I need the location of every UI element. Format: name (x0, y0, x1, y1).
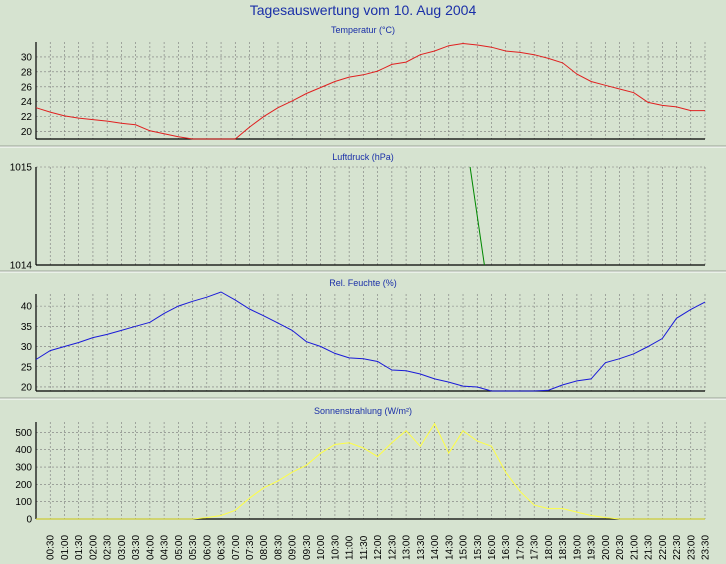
x-tick-label: 03:00 (117, 535, 128, 560)
y-tick-label: 40 (21, 302, 33, 313)
y-tick-label: 200 (15, 480, 32, 491)
x-tick-label: 09:00 (288, 535, 299, 560)
x-tick-label: 22:00 (658, 535, 669, 560)
y-tick-label: 20 (21, 127, 33, 138)
x-tick-label: 11:00 (345, 535, 356, 560)
x-tick-label: 18:30 (558, 535, 569, 560)
y-tick-label: 25 (21, 362, 33, 373)
y-tick-label: 500 (15, 428, 32, 439)
x-tick-label: 23:00 (686, 535, 697, 560)
x-tick-label: 17:30 (530, 535, 541, 560)
y-tick-label: 26 (21, 82, 33, 93)
temperature-chart: Temperatur (°C) 20 22 24 26 28 30 (0, 25, 726, 148)
pressure-series-line (469, 166, 485, 266)
y-tick-label: 400 (15, 445, 32, 456)
x-tick-label: 21:30 (644, 535, 655, 560)
x-tick-label: 07:30 (245, 535, 256, 560)
solar-series-line (36, 422, 705, 520)
x-tick-label: 16:00 (487, 535, 498, 560)
x-tick-label: 05:00 (174, 535, 185, 560)
x-tick-label: 06:30 (217, 535, 228, 560)
x-tick-label: 13:00 (402, 535, 413, 560)
x-tick-label: 08:30 (273, 535, 284, 560)
temperature-series-line (35, 42, 705, 140)
x-tick-label: 13:30 (416, 535, 427, 560)
y-tick-label: 1015 (10, 163, 33, 174)
humidity-title: Rel. Feuchte (%) (329, 278, 397, 288)
y-tick-label: 22 (21, 112, 33, 123)
y-tick-label: 0 (26, 515, 32, 526)
x-tick-label: 14:00 (430, 535, 441, 560)
y-tick-label: 300 (15, 463, 32, 474)
x-tick-label: 17:00 (515, 535, 526, 560)
x-tick-label: 02:30 (103, 535, 114, 560)
x-tick-label: 10:00 (316, 535, 327, 560)
x-tick-label: 00:30 (46, 535, 57, 560)
solar-title: Sonnenstrahlung (W/m²) (314, 406, 412, 416)
x-tick-label: 20:30 (615, 535, 626, 560)
x-tick-label: 10:30 (330, 535, 341, 560)
x-tick-label: 04:30 (160, 535, 171, 560)
x-tick-label: 18:00 (544, 535, 555, 560)
solar-chart: Sonnenstrahlung (W/m²) 0 100 200 300 400 500 (15, 406, 706, 526)
x-tick-label: 21:00 (629, 535, 640, 560)
x-tick-label: 19:30 (587, 535, 598, 560)
x-tick-label: 09:30 (302, 535, 313, 560)
humidity-chart: Rel. Feuchte (%) 20 25 30 35 40 (0, 278, 726, 400)
x-tick-label: 20:00 (601, 535, 612, 560)
x-tick-label: 23:30 (701, 535, 712, 560)
pressure-title: Luftdruck (hPa) (332, 152, 394, 162)
x-tick-label: 03:30 (131, 535, 142, 560)
y-tick-label: 24 (21, 97, 33, 108)
x-tick-label: 08:00 (259, 535, 270, 560)
y-tick-label: 20 (21, 382, 33, 393)
x-tick-label: 12:00 (373, 535, 384, 560)
y-tick-label: 1014 (10, 261, 33, 272)
x-tick-label: 12:30 (387, 535, 398, 560)
x-tick-label: 14:30 (444, 535, 455, 560)
x-tick-label: 16:30 (501, 535, 512, 560)
x-tick-label: 15:00 (459, 535, 470, 560)
page-title: Tagesauswertung vom 10. Aug 2004 (249, 2, 477, 18)
x-tick-label: 04:00 (145, 535, 156, 560)
x-tick-label: 01:30 (74, 535, 85, 560)
y-tick-label: 30 (21, 342, 33, 353)
x-tick-label: 06:00 (202, 535, 213, 560)
y-tick-label: 35 (21, 322, 33, 333)
x-tick-label: 22:30 (672, 535, 683, 560)
y-tick-label: 28 (21, 67, 33, 78)
humidity-series-line (35, 291, 706, 392)
y-tick-label: 100 (15, 497, 32, 508)
x-tick-label: 01:00 (60, 535, 71, 560)
x-tick-label: 07:00 (231, 535, 242, 560)
x-tick-label: 15:30 (473, 535, 484, 560)
x-tick-label: 19:00 (572, 535, 583, 560)
x-tick-label: 05:30 (188, 535, 199, 560)
x-tick-label: 02:00 (88, 535, 99, 560)
x-tick-label: 11:30 (359, 535, 370, 560)
temperature-title: Temperatur (°C) (331, 25, 395, 35)
pressure-chart: Luftdruck (hPa) 1014 1015 (0, 152, 726, 273)
y-tick-label: 30 (21, 52, 33, 63)
